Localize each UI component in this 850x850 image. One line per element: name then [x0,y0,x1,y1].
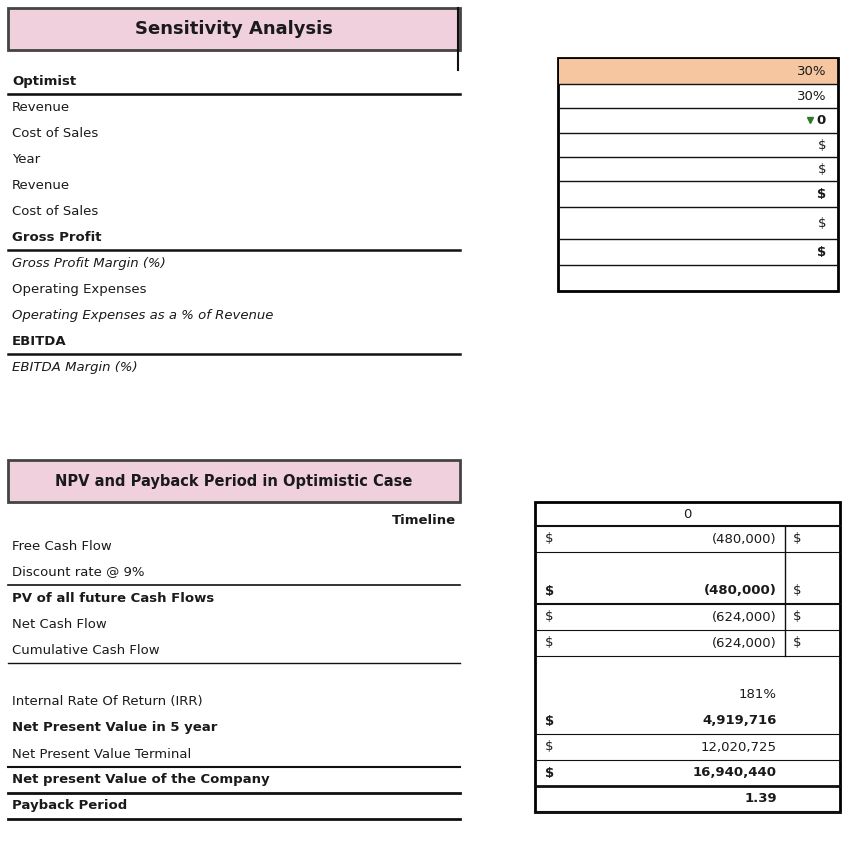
Text: Payback Period: Payback Period [12,800,127,813]
Text: Timeline: Timeline [392,513,456,526]
Text: EBITDA Margin (%): EBITDA Margin (%) [12,360,138,373]
Text: $: $ [545,532,553,546]
Text: $: $ [793,637,802,649]
Text: $: $ [545,610,553,624]
Text: $: $ [545,637,553,649]
Text: Net present Value of the Company: Net present Value of the Company [12,774,269,786]
Text: Operating Expenses as a % of Revenue: Operating Expenses as a % of Revenue [12,309,274,321]
Text: 181%: 181% [739,688,777,701]
Text: $: $ [817,188,826,201]
Bar [8,8,460,50]
Text: $: $ [793,610,802,624]
Text: (480,000): (480,000) [712,532,777,546]
Text: 12,020,725: 12,020,725 [701,740,777,753]
Text: 30%: 30% [796,89,826,103]
Text: $: $ [818,139,826,151]
Text: NPV and Payback Period in Optimistic Case: NPV and Payback Period in Optimistic Cas… [55,473,413,489]
Text: Net Cash Flow: Net Cash Flow [12,617,107,631]
Text: Gross Profit Margin (%): Gross Profit Margin (%) [12,257,166,269]
Text: (624,000): (624,000) [712,610,777,624]
Bar [535,502,840,812]
Text: Cost of Sales: Cost of Sales [12,205,99,218]
Text: $: $ [545,740,553,753]
Text: 0: 0 [817,114,826,127]
Text: Optimist: Optimist [12,75,76,88]
Text: $: $ [793,585,802,598]
Text: Year: Year [12,152,40,166]
Text: Sensitivity Analysis: Sensitivity Analysis [135,20,333,38]
Text: $: $ [545,767,554,779]
Text: (624,000): (624,000) [712,637,777,649]
Text: Net Present Value in 5 year: Net Present Value in 5 year [12,722,218,734]
Text: $: $ [793,532,802,546]
Text: (480,000): (480,000) [704,585,777,598]
Text: $: $ [817,246,826,258]
Text: Gross Profit: Gross Profit [12,230,101,243]
Text: $: $ [545,585,554,598]
Text: 16,940,440: 16,940,440 [693,767,777,779]
Text: Free Cash Flow: Free Cash Flow [12,540,111,552]
Text: Discount rate @ 9%: Discount rate @ 9% [12,565,144,579]
Text: Cost of Sales: Cost of Sales [12,127,99,139]
Text: 1.39: 1.39 [745,792,777,806]
Text: Cumulative Cash Flow: Cumulative Cash Flow [12,643,160,656]
Text: Operating Expenses: Operating Expenses [12,282,146,296]
Text: 4,919,716: 4,919,716 [703,715,777,728]
Text: Net Present Value Terminal: Net Present Value Terminal [12,747,191,761]
Text: Internal Rate Of Return (IRR): Internal Rate Of Return (IRR) [12,695,202,709]
Bar [8,460,460,502]
Bar [558,58,838,291]
Text: $: $ [818,162,826,175]
Bar [559,59,837,83]
Text: Revenue: Revenue [12,178,70,191]
Text: 30%: 30% [796,65,826,77]
Text: $: $ [818,217,826,230]
Text: Revenue: Revenue [12,100,70,114]
Text: $: $ [545,715,554,728]
Text: 0: 0 [683,507,692,520]
Text: EBITDA: EBITDA [12,335,66,348]
Text: PV of all future Cash Flows: PV of all future Cash Flows [12,592,214,604]
